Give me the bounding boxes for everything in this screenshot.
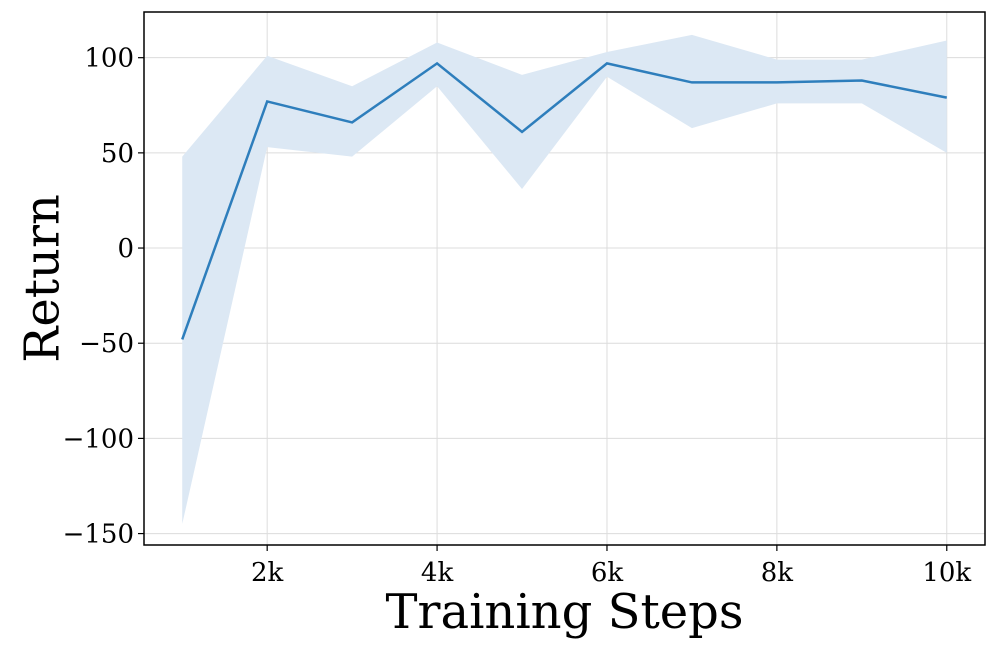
x-tick-label: 2k <box>251 558 284 588</box>
x-axis-ticks: 2k 4k 6k 8k 10k <box>251 545 971 588</box>
series-line <box>181 61 948 340</box>
confidence-band <box>182 34 947 525</box>
grid-lines <box>144 12 985 545</box>
y-tick-label: 0 <box>117 234 134 264</box>
x-axis-label: Training Steps <box>385 584 743 640</box>
y-tick-label: 50 <box>101 139 134 169</box>
plot-frame <box>143 11 986 546</box>
y-tick-label: −50 <box>79 329 134 359</box>
y-tick-label: 100 <box>84 44 134 74</box>
y-axis-ticks: 100 50 0 −50 −100 −150 <box>63 44 144 550</box>
y-tick-label: −100 <box>63 424 134 454</box>
x-tick-label: 8k <box>761 558 794 588</box>
x-tick-label: 10k <box>922 558 971 588</box>
y-tick-label: −150 <box>63 520 134 550</box>
x-tick-label: 4k <box>421 558 454 588</box>
x-tick-label: 6k <box>591 558 624 588</box>
y-axis-label: Return <box>15 194 71 363</box>
